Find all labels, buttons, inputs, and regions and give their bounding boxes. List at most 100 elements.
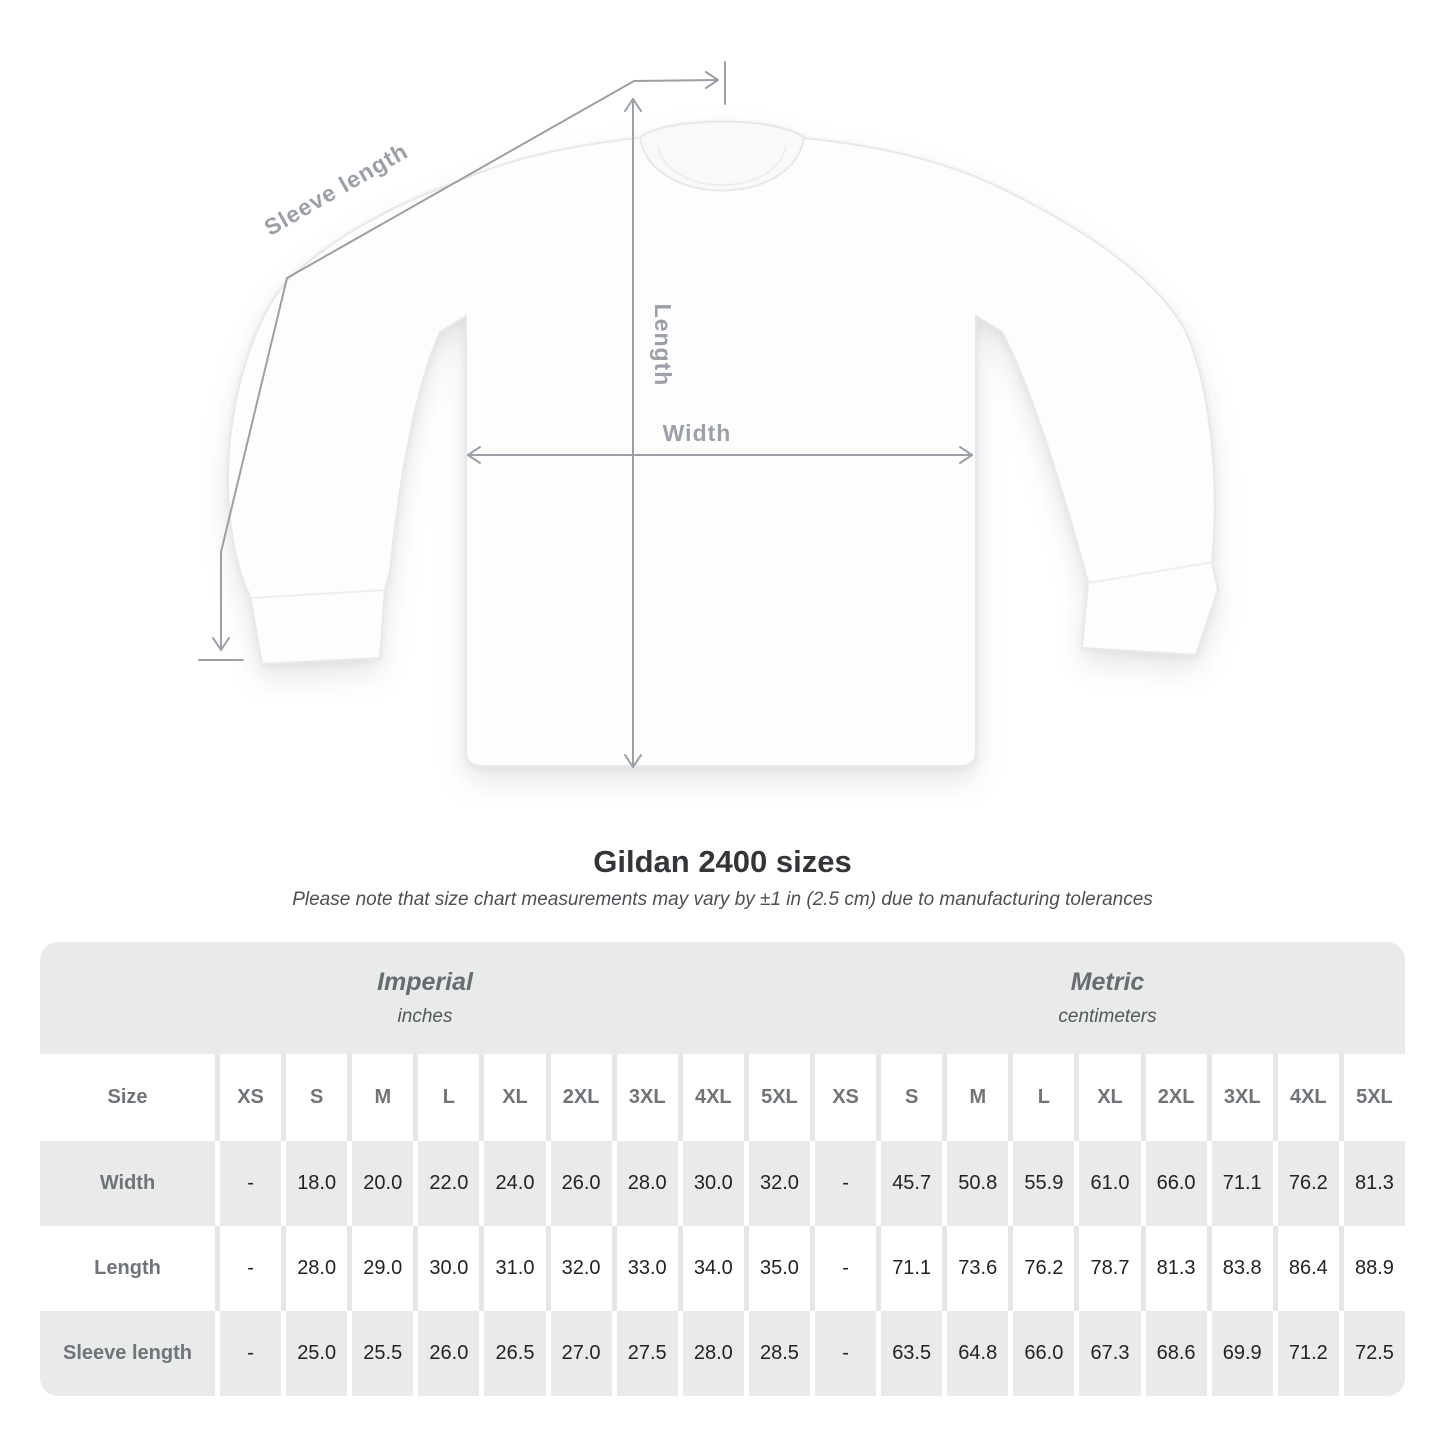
left-cuff-seam: [251, 589, 386, 599]
cell-width-imperial-s: 18.0: [281, 1141, 348, 1226]
cell-length-imperial-5xl: 35.0: [743, 1226, 810, 1311]
size-header-metric-m: M: [942, 1054, 1009, 1141]
cell-width-imperial-5xl: 32.0: [743, 1141, 810, 1226]
shirt-body: [227, 124, 1220, 767]
shirt-measurement-diagram: Width Length Sleeve length: [198, 61, 1220, 768]
size-header-metric-l: L: [1008, 1054, 1075, 1141]
right-cuff-seam: [1087, 561, 1214, 584]
size-header-imperial-m: M: [347, 1054, 414, 1141]
size-header-metric-xs: XS: [810, 1054, 877, 1141]
cell-width-imperial-xl: 24.0: [479, 1141, 546, 1226]
cell-width-metric-3xl: 71.1: [1206, 1141, 1273, 1226]
width-label: Width: [663, 420, 732, 446]
cell-length-imperial-s: 28.0: [281, 1226, 348, 1311]
cell-length-imperial-3xl: 33.0: [611, 1226, 678, 1311]
size-header-imperial-4xl: 4XL: [677, 1054, 744, 1141]
size-header-metric-xl: XL: [1074, 1054, 1141, 1141]
long-sleeve-shirt-illustration: [227, 120, 1220, 767]
cell-length-imperial-l: 30.0: [413, 1226, 480, 1311]
size-header-imperial-5xl: 5XL: [743, 1054, 810, 1141]
cell-length-metric-4xl: 86.4: [1272, 1226, 1339, 1311]
cell-sleeve-length-metric-m: 64.8: [942, 1311, 1009, 1396]
cell-width-metric-5xl: 81.3: [1338, 1141, 1405, 1226]
size-col-header: Size: [40, 1054, 215, 1141]
cell-length-metric-xl: 78.7: [1074, 1226, 1141, 1311]
cell-length-metric-xs: -: [810, 1226, 877, 1311]
cell-width-metric-m: 50.8: [942, 1141, 1009, 1226]
size-chart-table: Imperial inches Metric centimeters Size X…: [40, 942, 1405, 1396]
size-header-imperial-l: L: [413, 1054, 480, 1141]
cell-width-metric-l: 55.9: [1008, 1141, 1075, 1226]
row-label-width: Width: [40, 1141, 215, 1226]
cell-width-imperial-xs: -: [215, 1141, 282, 1226]
cell-sleeve-length-metric-xl: 67.3: [1074, 1311, 1141, 1396]
cell-sleeve-length-metric-5xl: 72.5: [1338, 1311, 1405, 1396]
cell-sleeve-length-imperial-2xl: 27.0: [545, 1311, 612, 1396]
cell-width-imperial-4xl: 30.0: [677, 1141, 744, 1226]
cell-length-metric-l: 76.2: [1008, 1226, 1075, 1311]
cell-width-metric-s: 45.7: [876, 1141, 943, 1226]
cell-length-metric-s: 71.1: [876, 1226, 943, 1311]
cell-sleeve-length-imperial-3xl: 27.5: [611, 1311, 678, 1396]
cell-sleeve-length-metric-xs: -: [810, 1311, 877, 1396]
size-table-grid: Size XS S M L XL 2XL 3XL 4XL 5XL XS S M L XL 2XL 3XL 4XL 5…: [40, 1054, 1405, 1396]
imperial-section-header: Imperial inches: [40, 942, 810, 1054]
cell-length-imperial-m: 29.0: [347, 1226, 414, 1311]
size-header-metric-4xl: 4XL: [1272, 1054, 1339, 1141]
size-header-imperial-2xl: 2XL: [545, 1054, 612, 1141]
imperial-title: Imperial: [377, 968, 473, 996]
tolerance-note: Please note that size chart measurements…: [292, 889, 1153, 910]
row-label-sleeve-length: Sleeve length: [40, 1311, 215, 1396]
row-label-length: Length: [40, 1226, 215, 1311]
cell-width-imperial-m: 20.0: [347, 1141, 414, 1226]
cell-width-metric-4xl: 76.2: [1272, 1141, 1339, 1226]
size-header-imperial-xl: XL: [479, 1054, 546, 1141]
cell-sleeve-length-metric-l: 66.0: [1008, 1311, 1075, 1396]
size-header-imperial-xs: XS: [215, 1054, 282, 1141]
size-header-imperial-s: S: [281, 1054, 348, 1141]
cell-width-imperial-3xl: 28.0: [611, 1141, 678, 1226]
cell-length-metric-2xl: 81.3: [1140, 1226, 1207, 1311]
metric-section-header: Metric centimeters: [810, 942, 1405, 1054]
cell-length-imperial-2xl: 32.0: [545, 1226, 612, 1311]
cell-sleeve-length-metric-4xl: 71.2: [1272, 1311, 1339, 1396]
sleeve-measure-arrow: [198, 61, 726, 661]
cell-sleeve-length-metric-s: 63.5: [876, 1311, 943, 1396]
unit-header-band: Imperial inches Metric centimeters: [40, 942, 1405, 1054]
length-label: Length: [650, 304, 676, 387]
title-block: Gildan 2400 sizes Please note that size …: [0, 844, 1445, 911]
size-header-metric-5xl: 5XL: [1338, 1054, 1405, 1141]
cell-width-metric-xl: 61.0: [1074, 1141, 1141, 1226]
metric-unit: centimeters: [1058, 1006, 1157, 1027]
cell-length-metric-5xl: 88.9: [1338, 1226, 1405, 1311]
cell-length-metric-3xl: 83.8: [1206, 1226, 1273, 1311]
metric-title: Metric: [1070, 968, 1145, 996]
cell-sleeve-length-metric-2xl: 68.6: [1140, 1311, 1207, 1396]
shirt-collar: [638, 120, 806, 192]
cell-sleeve-length-metric-3xl: 69.9: [1206, 1311, 1273, 1396]
size-header-metric-3xl: 3XL: [1206, 1054, 1273, 1141]
cell-length-imperial-4xl: 34.0: [677, 1226, 744, 1311]
cell-length-imperial-xl: 31.0: [479, 1226, 546, 1311]
page-title: Gildan 2400 sizes: [593, 844, 852, 879]
cell-width-imperial-2xl: 26.0: [545, 1141, 612, 1226]
cell-sleeve-length-imperial-xs: -: [215, 1311, 282, 1396]
cell-sleeve-length-imperial-5xl: 28.5: [743, 1311, 810, 1396]
cell-sleeve-length-imperial-xl: 26.5: [479, 1311, 546, 1396]
size-header-metric-2xl: 2XL: [1140, 1054, 1207, 1141]
size-header-imperial-3xl: 3XL: [611, 1054, 678, 1141]
collar-rib-line: [657, 145, 787, 186]
cell-sleeve-length-imperial-4xl: 28.0: [677, 1311, 744, 1396]
length-measure-arrow: [624, 98, 642, 768]
width-measure-arrow: [467, 446, 973, 464]
cell-width-metric-xs: -: [810, 1141, 877, 1226]
cell-sleeve-length-imperial-l: 26.0: [413, 1311, 480, 1396]
cell-sleeve-length-imperial-m: 25.5: [347, 1311, 414, 1396]
size-header-metric-s: S: [876, 1054, 943, 1141]
cell-sleeve-length-imperial-s: 25.0: [281, 1311, 348, 1396]
cell-length-metric-m: 73.6: [942, 1226, 1009, 1311]
cell-length-imperial-xs: -: [215, 1226, 282, 1311]
imperial-unit: inches: [397, 1006, 453, 1027]
cell-width-imperial-l: 22.0: [413, 1141, 480, 1226]
